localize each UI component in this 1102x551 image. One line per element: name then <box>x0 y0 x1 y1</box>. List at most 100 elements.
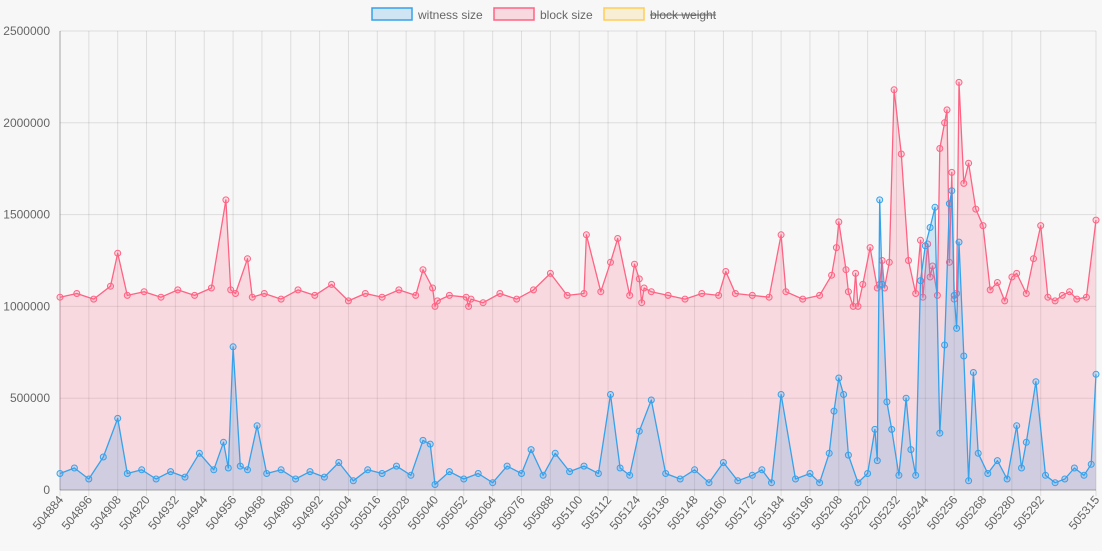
data-point[interactable] <box>748 471 756 479</box>
data-point[interactable] <box>647 396 655 404</box>
data-point[interactable] <box>902 394 910 402</box>
data-point[interactable] <box>866 244 874 252</box>
data-point[interactable] <box>1013 269 1021 277</box>
data-point[interactable] <box>527 446 535 454</box>
data-point[interactable] <box>1030 255 1037 263</box>
data-point[interactable] <box>114 249 122 257</box>
data-point[interactable] <box>546 269 554 277</box>
data-point[interactable] <box>1051 479 1059 487</box>
data-point[interactable] <box>407 471 415 479</box>
data-point[interactable] <box>85 475 93 483</box>
data-point[interactable] <box>220 438 227 446</box>
data-point[interactable] <box>941 119 949 127</box>
data-point[interactable] <box>277 295 285 303</box>
data-point[interactable] <box>445 291 453 299</box>
data-point[interactable] <box>631 260 638 268</box>
data-point[interactable] <box>662 470 670 477</box>
data-point[interactable] <box>835 218 843 226</box>
data-point[interactable] <box>114 414 122 422</box>
data-point[interactable] <box>1013 422 1021 430</box>
data-point[interactable] <box>594 470 602 477</box>
data-point[interactable] <box>950 291 958 299</box>
data-point[interactable] <box>782 288 790 296</box>
data-point[interactable] <box>876 196 884 204</box>
data-point[interactable] <box>969 369 977 376</box>
data-point[interactable] <box>871 425 879 433</box>
data-point[interactable] <box>825 449 833 457</box>
data-point[interactable] <box>140 288 148 296</box>
data-point[interactable] <box>349 477 357 485</box>
data-point[interactable] <box>551 449 559 457</box>
data-point[interactable] <box>859 280 867 288</box>
data-point[interactable] <box>378 293 386 301</box>
data-point[interactable] <box>607 391 614 398</box>
data-point[interactable] <box>926 273 934 281</box>
data-point[interactable] <box>885 258 893 266</box>
data-point[interactable] <box>979 222 987 230</box>
data-point[interactable] <box>873 457 881 465</box>
data-point[interactable] <box>1018 464 1025 472</box>
data-point[interactable] <box>881 284 888 292</box>
data-point[interactable] <box>138 466 146 474</box>
data-point[interactable] <box>260 290 268 297</box>
data-point[interactable] <box>888 425 896 433</box>
data-point[interactable] <box>943 106 951 114</box>
data-point[interactable] <box>503 462 511 470</box>
data-point[interactable] <box>936 429 944 437</box>
data-point[interactable] <box>244 466 251 474</box>
data-point[interactable] <box>777 231 785 239</box>
data-point[interactable] <box>993 457 1001 465</box>
data-point[interactable] <box>530 286 537 294</box>
data-point[interactable] <box>1073 295 1081 303</box>
data-point[interactable] <box>635 275 643 283</box>
data-point[interactable] <box>816 291 824 299</box>
data-point[interactable] <box>232 290 239 297</box>
data-point[interactable] <box>830 407 838 415</box>
data-point[interactable] <box>1061 475 1069 483</box>
data-point[interactable] <box>90 295 98 303</box>
data-point[interactable] <box>719 459 727 466</box>
data-point[interactable] <box>722 268 730 275</box>
data-point[interactable] <box>931 203 939 211</box>
data-point[interactable] <box>835 374 843 382</box>
data-point[interactable] <box>474 470 482 477</box>
data-point[interactable] <box>1066 288 1074 296</box>
legend-item-block-size[interactable]: block size <box>493 7 593 22</box>
data-point[interactable] <box>965 477 973 485</box>
data-point[interactable] <box>878 280 886 288</box>
data-point[interactable] <box>626 471 634 479</box>
data-point[interactable] <box>917 236 924 244</box>
data-point[interactable] <box>445 468 453 476</box>
data-point[interactable] <box>1042 471 1049 479</box>
data-point[interactable] <box>263 470 271 477</box>
data-point[interactable] <box>929 262 936 270</box>
data-point[interactable] <box>972 205 980 213</box>
legend[interactable]: witness size block size block weight <box>371 7 717 22</box>
data-point[interactable] <box>816 479 824 487</box>
data-point[interactable] <box>244 255 251 263</box>
data-point[interactable] <box>974 449 982 457</box>
data-point[interactable] <box>635 427 643 435</box>
data-point[interactable] <box>277 466 285 474</box>
data-point[interactable] <box>955 238 963 246</box>
data-point[interactable] <box>768 479 775 487</box>
data-point[interactable] <box>960 179 968 187</box>
data-point[interactable] <box>1008 273 1016 281</box>
data-point[interactable] <box>107 282 114 290</box>
data-point[interactable] <box>758 466 766 474</box>
data-point[interactable] <box>467 295 475 303</box>
data-point[interactable] <box>207 284 215 292</box>
data-point[interactable] <box>597 288 605 296</box>
data-point[interactable] <box>513 295 521 303</box>
data-point[interactable] <box>948 168 956 176</box>
data-point[interactable] <box>1082 293 1090 301</box>
data-point[interactable] <box>580 462 588 470</box>
data-point[interactable] <box>174 286 182 294</box>
data-point[interactable] <box>364 466 372 474</box>
data-point[interactable] <box>799 295 807 303</box>
data-point[interactable] <box>123 470 131 477</box>
data-point[interactable] <box>986 286 994 294</box>
data-point[interactable] <box>236 462 244 470</box>
data-point[interactable] <box>479 299 487 307</box>
data-point[interactable] <box>229 343 237 351</box>
